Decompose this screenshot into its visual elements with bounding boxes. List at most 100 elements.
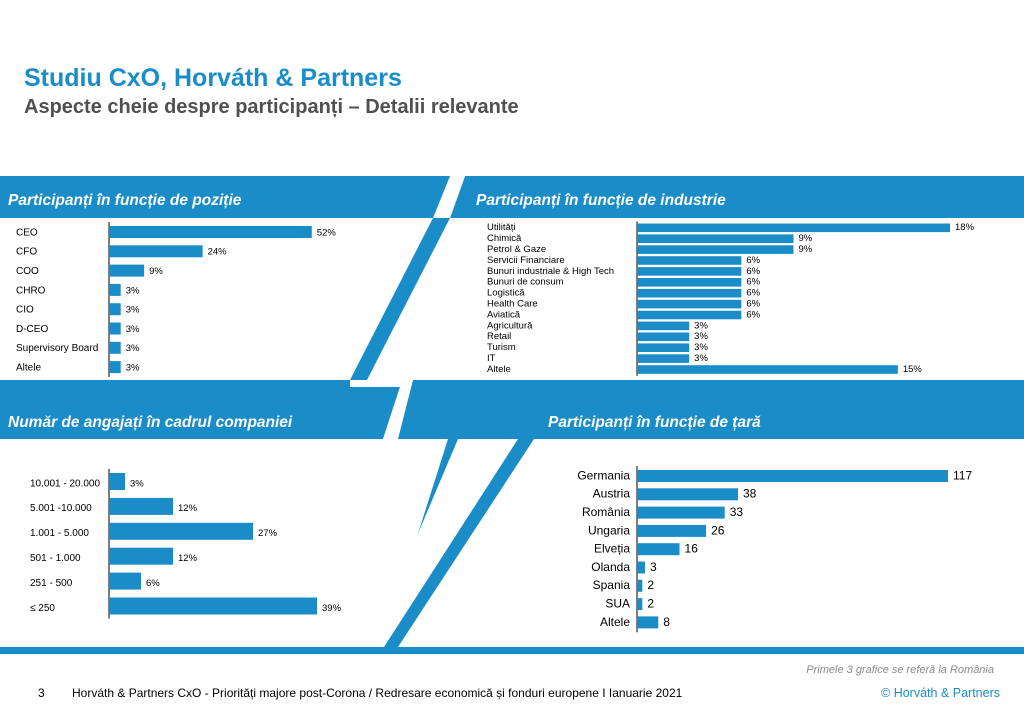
industry-category-label: Chimică xyxy=(487,233,522,244)
employees-bar xyxy=(109,572,141,590)
position-value-label: 3% xyxy=(126,305,140,316)
country-value-label: 117 xyxy=(953,468,972,482)
industry-bar xyxy=(637,245,794,254)
industry-category-label: IT xyxy=(487,353,496,364)
band-bottom xyxy=(0,647,1024,654)
country-bar xyxy=(637,616,659,629)
band-mid-right xyxy=(383,380,1024,439)
page-subtitle: Aspecte cheie despre participanți – Deta… xyxy=(24,96,519,118)
country-value-label: 16 xyxy=(685,542,699,556)
industry-bar xyxy=(637,267,742,276)
position-bar xyxy=(109,283,121,296)
page-number: 3 xyxy=(38,686,45,700)
industry-category-label: Logistică xyxy=(487,288,525,299)
industry-category-label: Altele xyxy=(487,364,511,375)
employees-category-label: ≤ 250 xyxy=(30,603,55,614)
industry-bar xyxy=(637,321,690,331)
industry-bar xyxy=(637,310,742,320)
industry-bar xyxy=(637,365,898,374)
employees-category-label: 10.001 - 20.000 xyxy=(30,478,100,489)
employees-value-label: 12% xyxy=(178,503,198,514)
charts-group: CEO 52% CFO 24% COO 9% CHRO 3% CIO 3% D-CEO 3% Super… xyxy=(16,221,975,633)
employees-value-label: 3% xyxy=(130,478,144,489)
industry-value-label: 6% xyxy=(746,277,760,288)
employees-category-label: 501 - 1.000 xyxy=(30,553,81,564)
industry-bar xyxy=(637,234,794,243)
country-bar xyxy=(637,488,739,501)
country-value-label: 2 xyxy=(647,578,654,592)
industry-bar xyxy=(637,299,742,309)
gap-top xyxy=(438,176,465,218)
employees-value-label: 12% xyxy=(178,553,198,564)
industry-bar xyxy=(637,343,690,352)
employees-category-label: 5.001 -10.000 xyxy=(30,503,92,514)
position-value-label: 9% xyxy=(149,266,163,277)
position-value-label: 3% xyxy=(126,343,140,354)
industry-bar xyxy=(637,332,690,342)
position-category-label: CEO xyxy=(16,227,38,238)
position-bar xyxy=(109,245,203,258)
country-bar xyxy=(637,579,643,592)
position-value-label: 3% xyxy=(126,324,140,335)
industry-value-label: 9% xyxy=(799,233,813,244)
stripe-bottom xyxy=(382,439,534,647)
country-value-label: 38 xyxy=(743,487,757,501)
employees-bar xyxy=(109,497,173,515)
country-bar xyxy=(637,524,707,537)
country-category-label: SUA xyxy=(605,596,630,610)
band-mid-left xyxy=(0,380,400,439)
employees-bar xyxy=(109,547,173,565)
industry-value-label: 15% xyxy=(903,364,923,375)
country-category-label: Germania xyxy=(577,468,630,482)
position-value-label: 3% xyxy=(126,285,140,296)
position-category-label: Supervisory Board xyxy=(16,343,98,354)
country-category-label: Ungaria xyxy=(588,523,630,537)
position-category-label: Altele xyxy=(16,362,41,373)
country-category-label: Altele xyxy=(600,615,630,629)
industry-bar xyxy=(637,223,950,233)
industry-category-label: Bunuri de consum xyxy=(487,277,564,288)
country-category-label: Austria xyxy=(593,487,631,501)
industry-bar xyxy=(637,288,742,298)
position-category-label: CHRO xyxy=(16,285,46,296)
country-value-label: 33 xyxy=(730,505,744,519)
industry-value-label: 6% xyxy=(746,299,760,310)
panel-title-country: Participanți în funcție de țară xyxy=(548,414,761,431)
position-value-label: 52% xyxy=(317,227,337,238)
industry-value-label: 6% xyxy=(746,309,760,320)
employees-bar xyxy=(109,522,253,540)
industry-value-label: 18% xyxy=(955,222,975,233)
position-bar xyxy=(109,341,121,354)
country-value-label: 26 xyxy=(711,523,725,537)
employees-category-label: 1.001 - 5.000 xyxy=(30,528,89,539)
position-bar xyxy=(109,322,121,335)
industry-value-label: 3% xyxy=(694,331,708,342)
panel-title-industry: Participanți în funcție de industrie xyxy=(476,192,726,209)
industry-value-label: 6% xyxy=(746,255,760,266)
employees-category-label: 251 - 500 xyxy=(30,578,73,589)
footer-text: Horváth & Partners CxO - Priorități majo… xyxy=(72,686,683,700)
industry-category-label: Bunuri industriale & High Tech xyxy=(487,266,614,277)
gap-mid xyxy=(383,380,413,439)
stripe-top xyxy=(350,218,450,380)
country-bar xyxy=(637,506,725,519)
position-bar xyxy=(109,361,121,374)
band-top-right xyxy=(450,176,1024,218)
industry-category-label: Utilități xyxy=(487,222,516,233)
position-category-label: D-CEO xyxy=(16,324,48,335)
employees-bar xyxy=(109,473,125,490)
employees-value-label: 39% xyxy=(322,603,342,614)
position-bar xyxy=(109,264,145,277)
panel-title-position: Participanți în funcție de poziție xyxy=(8,192,242,209)
industry-value-label: 3% xyxy=(694,353,708,364)
industry-value-label: 6% xyxy=(746,288,760,299)
country-value-label: 3 xyxy=(650,560,657,574)
employees-value-label: 27% xyxy=(258,528,278,539)
industry-category-label: Petrol & Gaze xyxy=(487,244,546,255)
industry-category-label: Aviatică xyxy=(487,309,521,320)
band-top-left xyxy=(0,176,450,218)
country-category-label: Elveția xyxy=(594,542,630,556)
country-category-label: Spania xyxy=(593,578,631,592)
country-value-label: 2 xyxy=(647,596,654,610)
